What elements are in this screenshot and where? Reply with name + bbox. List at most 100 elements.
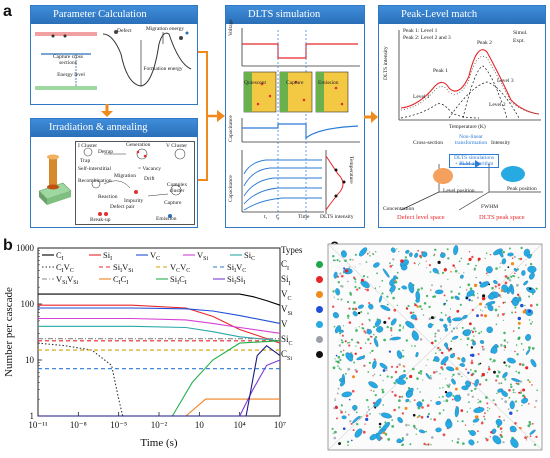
defect-point — [477, 398, 479, 401]
defect-point — [470, 389, 473, 392]
defect-point — [413, 399, 416, 401]
defect-point — [344, 372, 347, 375]
types-item: CI — [281, 258, 323, 272]
defect-point — [442, 409, 445, 411]
vacancy-cluster — [411, 330, 419, 341]
defect-point — [482, 348, 485, 351]
defect-point — [368, 361, 371, 364]
defect-point — [333, 407, 336, 410]
defect-point — [429, 377, 433, 380]
defect-point — [517, 293, 520, 296]
defect-point — [354, 266, 356, 268]
vacancy-cluster — [405, 398, 410, 402]
defect-point — [515, 382, 518, 385]
defect-point — [483, 415, 485, 418]
defect-point — [498, 305, 500, 308]
defect-pair-label: Defect pair — [110, 204, 135, 210]
defect-point — [343, 349, 345, 352]
defect-point — [447, 278, 449, 280]
defect-point — [494, 285, 497, 288]
defect-point — [339, 409, 342, 412]
defect-point — [339, 272, 342, 275]
defect-point — [479, 302, 482, 306]
defect-point — [398, 406, 401, 409]
defect-point — [365, 261, 368, 263]
vacancy-cluster — [352, 404, 358, 411]
types-color-dot — [316, 306, 323, 313]
defect-point — [495, 267, 498, 270]
types-item-label: V — [281, 319, 288, 329]
vacancy-cluster — [487, 293, 495, 300]
defect-point — [405, 339, 408, 342]
level3-label: Level 3 — [497, 78, 514, 84]
defect-point — [493, 370, 496, 374]
vacancy-cluster — [333, 271, 338, 279]
defect-point — [360, 278, 364, 282]
defect-point — [485, 272, 488, 275]
defect-point — [334, 430, 337, 434]
defect-point — [337, 298, 339, 301]
defect-point — [518, 363, 522, 366]
parameter-calculation-box: Parameter Calculation Defect Migration e… — [30, 5, 198, 105]
defect-point — [505, 364, 508, 367]
vacancy-cluster — [530, 359, 537, 368]
defect-point — [383, 320, 387, 324]
defect-point — [516, 409, 519, 412]
dlts-simulation-box: DLTS simulation Voltage Quiescent — [225, 5, 365, 228]
defect-point — [429, 271, 432, 273]
defect-point — [396, 248, 398, 250]
defect-point — [386, 375, 389, 378]
defect-point — [373, 333, 375, 336]
defect-point — [485, 378, 488, 382]
defect-point — [460, 409, 464, 412]
vacancy-cluster — [451, 378, 456, 385]
vacancy-cluster — [406, 391, 413, 398]
defect-point — [358, 326, 360, 328]
defect-point — [341, 285, 344, 288]
energy-level-label: Energy level — [57, 72, 85, 78]
defect-point — [398, 399, 401, 402]
defect-point — [478, 383, 482, 386]
defect-point — [430, 289, 432, 291]
defect-point — [421, 308, 423, 310]
defect-point — [369, 413, 371, 415]
defect-point — [494, 403, 497, 405]
vacancy-cluster — [372, 360, 377, 369]
intensity-label: Intensity — [491, 140, 511, 146]
vacancy-cluster — [390, 318, 397, 326]
defect-point — [341, 341, 343, 344]
vacancy-cluster — [460, 274, 464, 279]
defect-point — [344, 411, 347, 413]
defect-point — [419, 305, 422, 308]
i-cluster-label: I Cluster — [78, 143, 98, 149]
types-item-label: SiI — [281, 274, 291, 287]
defect-point — [461, 375, 463, 378]
defect-point — [463, 272, 465, 274]
defect-point — [368, 318, 371, 321]
generation-label: Generation — [126, 142, 151, 148]
defect-point — [434, 248, 437, 251]
defect-point — [527, 379, 530, 382]
defect-point — [479, 362, 482, 365]
defect-point — [521, 404, 523, 407]
expt-legend: Expt. — [513, 38, 525, 44]
types-item: CSi — [281, 348, 323, 362]
vacancy-cluster — [400, 264, 408, 271]
defect-point — [466, 337, 470, 340]
legend-label: SiIVSi — [113, 262, 134, 274]
defect-point — [421, 406, 424, 409]
series-line-si-i — [38, 304, 281, 344]
defect-point — [491, 286, 494, 290]
vacancy-cluster — [460, 363, 465, 367]
types-item-subscript: I — [288, 280, 291, 287]
defect-point — [333, 296, 335, 298]
defect-point — [516, 353, 519, 356]
defect-point — [452, 394, 455, 397]
vacancy-cluster — [525, 334, 532, 341]
defect-point — [358, 286, 361, 290]
defect-point — [473, 335, 475, 337]
defect-point — [500, 435, 503, 438]
defect-point — [354, 368, 357, 372]
defect-point — [522, 388, 526, 392]
defect-point — [444, 302, 446, 305]
